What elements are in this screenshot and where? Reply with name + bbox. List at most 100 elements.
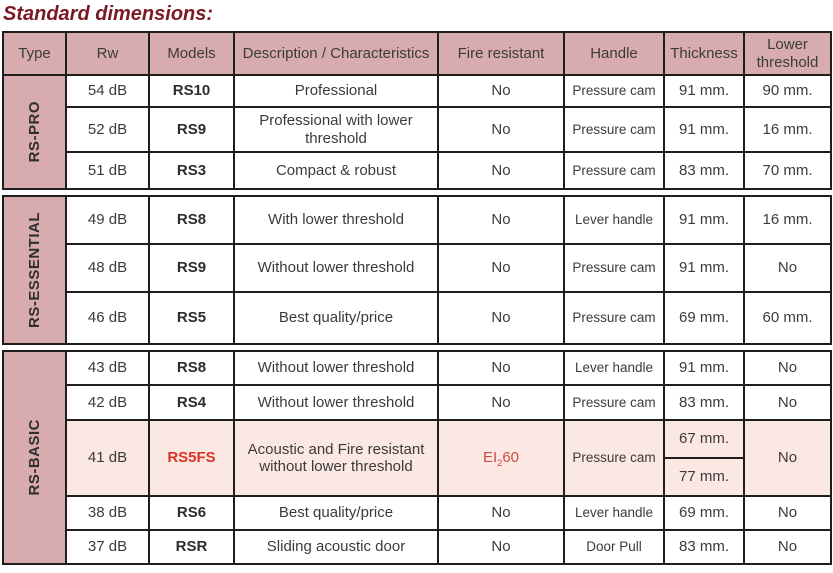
header-handle: Handle bbox=[563, 31, 665, 76]
thickness-cell: 91 mm. bbox=[663, 350, 745, 386]
thickness-cell: 83 mm. bbox=[663, 529, 745, 565]
handle-cell: Pressure cam bbox=[563, 291, 665, 345]
vertical-label-wrap: RS-ESSENTIAL bbox=[5, 198, 64, 342]
header-models: Models bbox=[148, 31, 235, 76]
table-row: 38 dB RS6 Best quality/price No Lever handle… bbox=[3, 495, 832, 531]
model-cell: RS6 bbox=[148, 495, 235, 531]
fire-cell: No bbox=[437, 106, 565, 153]
lower-cell: No bbox=[743, 495, 832, 531]
page-title: Standard dimensions: bbox=[3, 3, 214, 25]
header-description-characteristics: Description / Characteristics bbox=[233, 31, 439, 76]
thickness-cell: 67 mm. bbox=[663, 419, 745, 459]
group-label-text: RS-ESSENTIAL bbox=[25, 211, 43, 328]
group-label-text: RS-PRO bbox=[25, 101, 43, 163]
table-block-rs-basic: RS-BASIC 43 dB RS8 Without lower threshold N… bbox=[2, 350, 832, 565]
lower-cell: No bbox=[743, 419, 832, 497]
description-cell: Professional with lower threshold bbox=[233, 106, 439, 153]
handle-cell: Lever handle bbox=[563, 195, 665, 245]
lower-cell: No bbox=[743, 384, 832, 421]
rw-cell: 42 dB bbox=[65, 384, 150, 421]
handle-cell: Pressure cam bbox=[563, 106, 665, 153]
handle-cell: Pressure cam bbox=[563, 151, 665, 190]
handle-cell: Pressure cam bbox=[563, 243, 665, 293]
rw-cell: 54 dB bbox=[65, 74, 150, 108]
table-row: RS-ESSENTIAL 49 dB RS8 With lower threshold… bbox=[2, 195, 832, 345]
header-fire-resistant: Fire resistant bbox=[437, 31, 565, 76]
model-cell: RS4 bbox=[148, 384, 235, 421]
group-label-text: RS-BASIC bbox=[25, 419, 43, 496]
vertical-label-wrap: RS-BASIC bbox=[5, 353, 64, 562]
description-cell: With lower threshold bbox=[233, 195, 439, 245]
dimensions-tables: Type Rw Models Description / Characteristic… bbox=[2, 31, 833, 565]
rw-cell: 46 dB bbox=[65, 291, 150, 345]
fire-cell: No bbox=[437, 195, 565, 245]
description-cell: Best quality/price bbox=[233, 291, 439, 345]
thickness-cell: 83 mm. bbox=[663, 384, 745, 421]
description-cell: Without lower threshold bbox=[233, 350, 439, 386]
table-row: 52 dB RS9 Professional with lower threshol… bbox=[3, 106, 832, 153]
fire-cell: No bbox=[437, 151, 565, 190]
rw-cell: 37 dB bbox=[65, 529, 150, 565]
handle-cell: Pressure cam bbox=[563, 74, 665, 108]
lower-cell: No bbox=[743, 529, 832, 565]
rw-cell: 43 dB bbox=[65, 350, 150, 386]
table-row: 48 dB RS9 Without lower threshold No Pressur… bbox=[3, 243, 832, 293]
lower-cell: 16 mm. bbox=[743, 106, 832, 153]
lower-cell: No bbox=[743, 243, 832, 293]
fire-cell: No bbox=[437, 291, 565, 345]
thickness-cell: 69 mm. bbox=[663, 291, 745, 345]
model-cell: RS3 bbox=[148, 151, 235, 190]
model-cell: RS5 bbox=[148, 291, 235, 345]
table-row-thickness-split: 77 mm. bbox=[3, 457, 831, 497]
header-lower-threshold: Lower threshold bbox=[743, 31, 832, 76]
fire-cell: No bbox=[437, 495, 565, 531]
header-rw: Rw bbox=[65, 31, 150, 76]
model-cell: RSR bbox=[148, 529, 235, 565]
fire-cell: No bbox=[437, 384, 565, 421]
lower-cell: 70 mm. bbox=[743, 151, 832, 190]
table-block-rs-pro: Type Rw Models Description / Characteristic… bbox=[2, 31, 832, 190]
thickness-cell: 91 mm. bbox=[663, 243, 745, 293]
model-cell: RS9 bbox=[148, 243, 235, 293]
thickness-cell: 69 mm. bbox=[663, 495, 745, 531]
description-cell: Professional bbox=[233, 74, 439, 108]
description-cell: Without lower threshold bbox=[233, 384, 439, 421]
handle-cell: Lever handle bbox=[563, 495, 665, 531]
thickness-cell: 91 mm. bbox=[663, 106, 745, 153]
description-cell: Sliding acoustic door bbox=[233, 529, 439, 565]
rw-cell: 52 dB bbox=[65, 106, 150, 153]
lower-cell: 90 mm. bbox=[743, 74, 832, 108]
model-cell: RS9 bbox=[148, 106, 235, 153]
vertical-label-wrap: RS-PRO bbox=[5, 77, 64, 187]
model-cell: RS8 bbox=[148, 350, 235, 386]
header-row: Type Rw Models Description / Characteristic… bbox=[2, 31, 832, 76]
rw-cell: 48 dB bbox=[65, 243, 150, 293]
fire-cell: No bbox=[437, 74, 565, 108]
rw-cell: 49 dB bbox=[65, 195, 150, 245]
table-row: RS-BASIC 43 dB RS8 Without lower threshold N… bbox=[2, 350, 832, 565]
table-row: 37 dB RSR Sliding acoustic door No Door Pull… bbox=[3, 529, 832, 565]
fire-cell: No bbox=[437, 243, 565, 293]
group-label-rs-pro: RS-PRO bbox=[2, 74, 67, 190]
model-cell: RS8 bbox=[148, 195, 235, 245]
handle-cell: Pressure cam bbox=[563, 384, 665, 421]
thickness-cell: 77 mm. bbox=[663, 457, 745, 497]
header-thickness: Thickness bbox=[663, 31, 745, 76]
lower-cell: 60 mm. bbox=[743, 291, 832, 345]
description-cell: Best quality/price bbox=[233, 495, 439, 531]
table-block-rs-essential: RS-ESSENTIAL 49 dB RS8 With lower threshold… bbox=[2, 195, 832, 345]
lower-cell: No bbox=[743, 350, 832, 386]
thickness-cell: 91 mm. bbox=[663, 74, 745, 108]
description-cell: Compact & robust bbox=[233, 151, 439, 190]
description-cell: Acoustic and Fire resistant without lowe… bbox=[233, 419, 439, 497]
fire-cell: EI260 bbox=[437, 419, 565, 497]
handle-cell: Door Pull bbox=[563, 529, 665, 565]
fire-cell: No bbox=[437, 350, 565, 386]
table-row: RS-PRO 54 dB RS10 Professional No Pressure ca… bbox=[2, 74, 832, 190]
rw-cell: 41 dB bbox=[65, 419, 150, 497]
model-cell: RS10 bbox=[148, 74, 235, 108]
handle-cell: Pressure cam bbox=[563, 419, 665, 497]
rw-cell: 51 dB bbox=[65, 151, 150, 190]
group-label-rs-essential: RS-ESSENTIAL bbox=[2, 195, 67, 345]
